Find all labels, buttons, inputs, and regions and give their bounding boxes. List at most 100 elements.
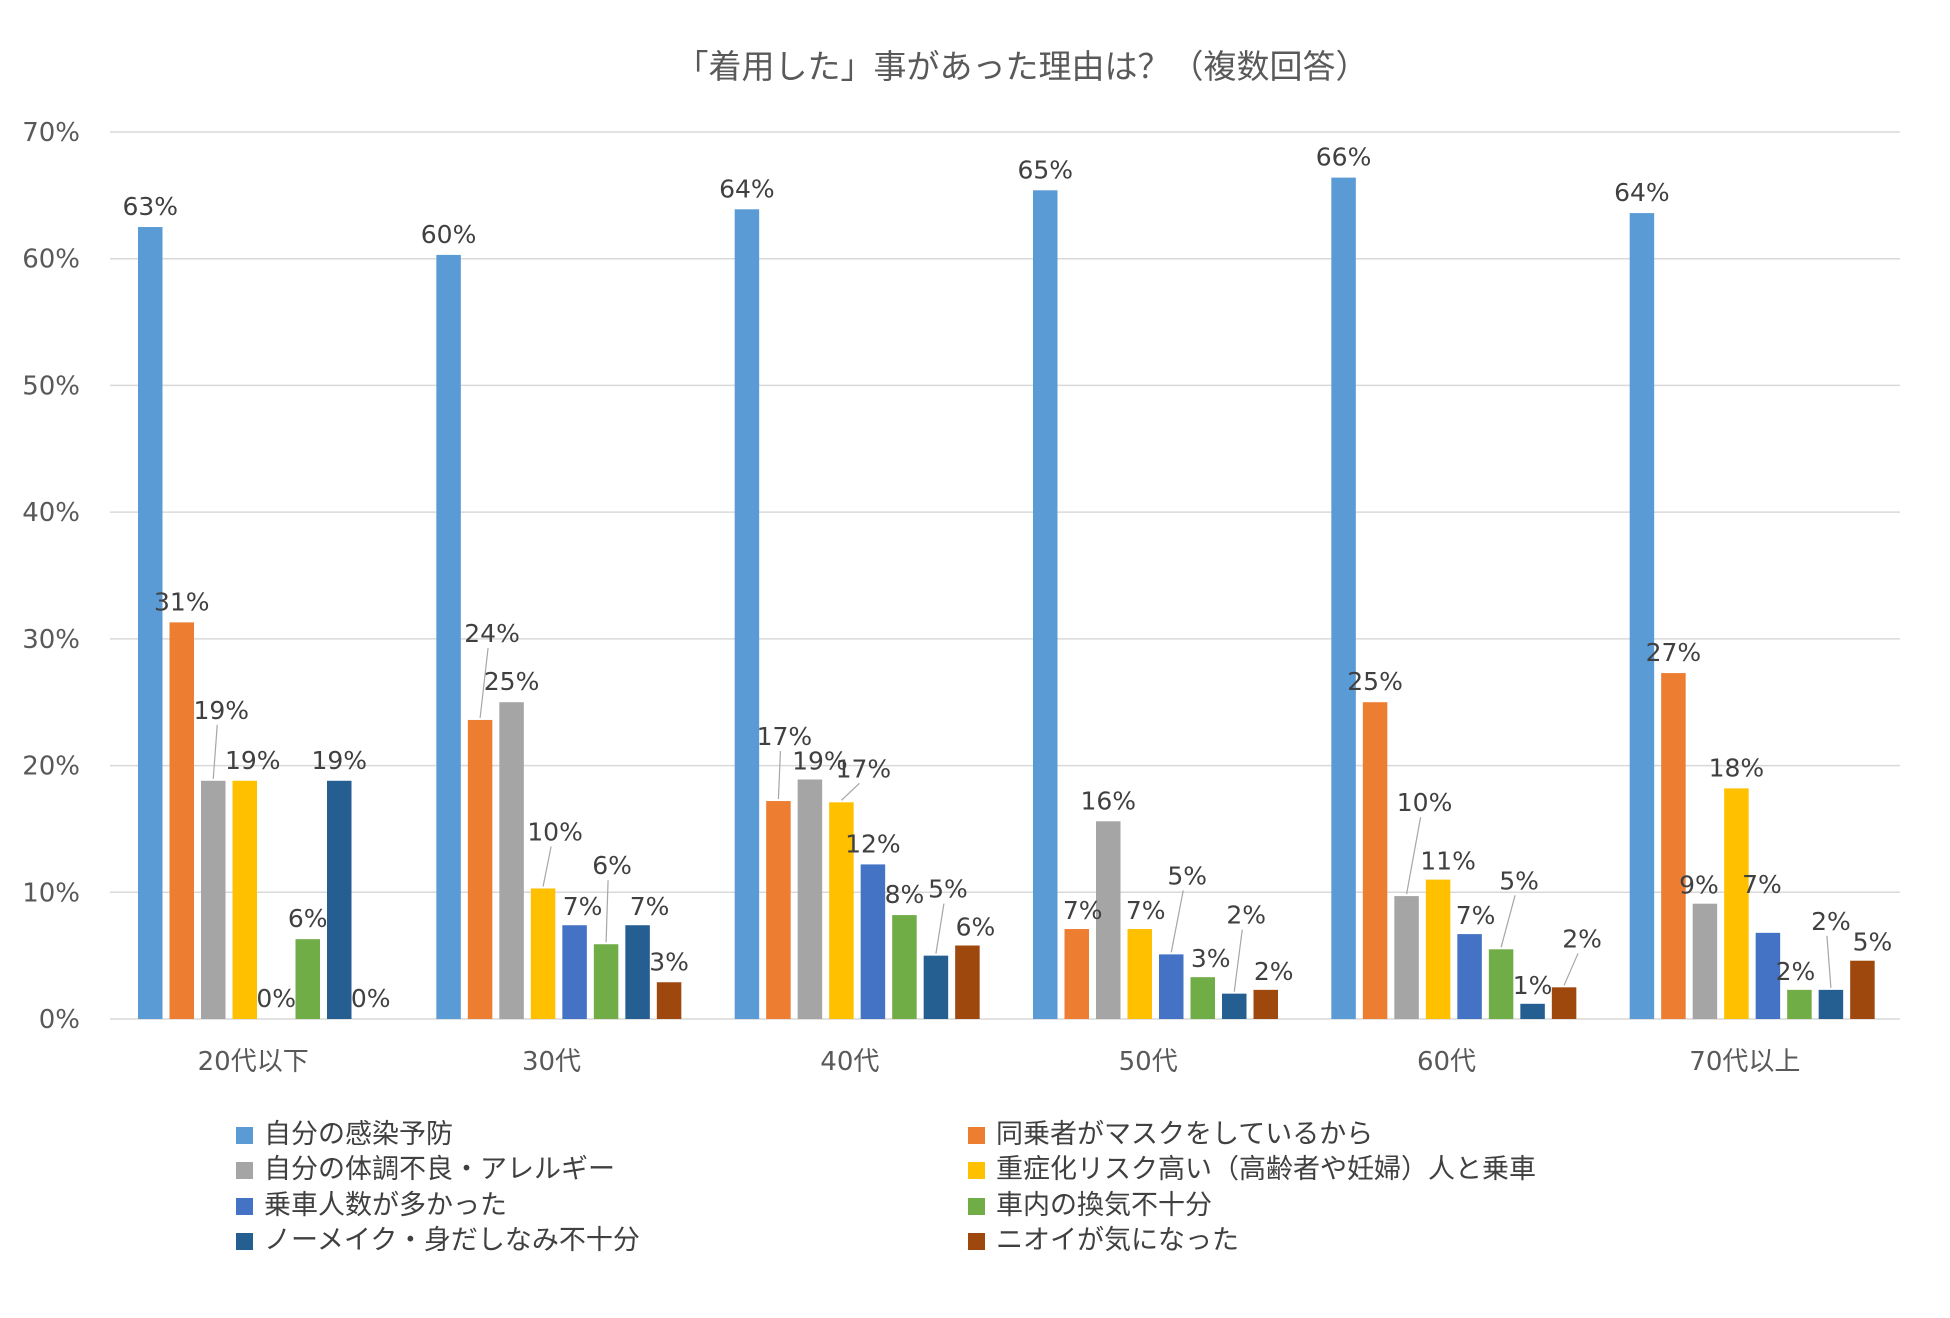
- bar: [1425, 879, 1451, 1019]
- x-category-label: 40代: [820, 1047, 879, 1077]
- bar: [1755, 932, 1781, 1019]
- bar: [1661, 673, 1686, 1019]
- bar: [625, 925, 650, 1019]
- data-label: 7%: [1742, 870, 1782, 899]
- legend-swatch: [968, 1198, 985, 1215]
- data-label: 63%: [122, 192, 178, 221]
- data-label: 7%: [563, 892, 603, 921]
- x-axis-categories: 20代以下 30代 40代 50代 60代 70代以上: [198, 1047, 1801, 1077]
- bar: [829, 802, 854, 1019]
- leader-line: [1563, 953, 1579, 986]
- bar: [467, 719, 493, 1019]
- bar: [169, 622, 194, 1019]
- data-label: 25%: [484, 667, 540, 696]
- bar: [562, 925, 587, 1019]
- x-category-label: 50代: [1119, 1047, 1178, 1077]
- data-label: 3%: [1191, 944, 1231, 973]
- legend-item: ニオイが気になった: [968, 1225, 1239, 1256]
- leader-line: [1405, 816, 1422, 895]
- bar: [923, 955, 949, 1019]
- data-label: 8%: [885, 880, 925, 909]
- data-label: 5%: [1853, 928, 1893, 957]
- x-category-label: 30代: [522, 1047, 581, 1077]
- bar: [1362, 702, 1388, 1019]
- x-category-label: 70代以上: [1689, 1047, 1800, 1077]
- bar: [1850, 960, 1875, 1019]
- bar: [436, 254, 461, 1020]
- data-label: 5%: [1167, 861, 1207, 890]
- bar: [1159, 954, 1184, 1019]
- x-category-label: 60代: [1417, 1047, 1476, 1077]
- data-label: 5%: [928, 875, 968, 904]
- data-label: 19%: [193, 696, 249, 725]
- bar: [797, 779, 823, 1019]
- bar: [530, 888, 556, 1019]
- data-label: 31%: [154, 587, 210, 616]
- y-tick-label: 0%: [39, 1005, 80, 1035]
- bar: [1331, 177, 1356, 1020]
- legend-item: 乗車人数が多かった: [236, 1190, 507, 1221]
- data-label: 66%: [1316, 143, 1372, 172]
- legend-label: 自分の感染予防: [264, 1119, 453, 1150]
- data-label: 25%: [1347, 667, 1403, 696]
- data-label: 0%: [256, 984, 296, 1013]
- data-label: 2%: [1811, 907, 1851, 936]
- leader-line: [841, 782, 860, 801]
- leader-line: [479, 647, 489, 719]
- bar: [201, 780, 226, 1019]
- data-label: 2%: [1776, 957, 1816, 986]
- leader-line: [1500, 895, 1516, 948]
- x-category-label: 20代以下: [198, 1047, 309, 1077]
- data-label: 6%: [288, 904, 328, 933]
- bar: [1692, 903, 1718, 1019]
- data-label: 7%: [1063, 896, 1103, 925]
- leader-line: [1826, 935, 1832, 988]
- bar: [1064, 929, 1089, 1019]
- leader-line: [605, 880, 609, 943]
- data-label: 18%: [1709, 753, 1765, 782]
- data-label: 19%: [225, 746, 281, 775]
- data-label: 12%: [845, 829, 901, 858]
- data-label: 24%: [464, 619, 520, 648]
- data-label: 3%: [649, 947, 689, 976]
- data-label: 27%: [1646, 638, 1702, 667]
- y-tick-label: 10%: [22, 878, 80, 908]
- legend-item: 自分の感染予防: [236, 1119, 453, 1150]
- bar: [1222, 993, 1247, 1019]
- label-leader-lines: [212, 647, 1832, 992]
- bar: [734, 209, 760, 1019]
- gridlines: [110, 131, 1900, 1020]
- data-label: 64%: [1614, 178, 1670, 207]
- bar: [1551, 987, 1577, 1019]
- bar: [1096, 821, 1121, 1019]
- legend-item: 重症化リスク高い（高齢者や妊婦）人と乗車: [968, 1154, 1536, 1185]
- legend-swatch: [236, 1198, 253, 1215]
- bar: [1724, 788, 1749, 1019]
- legend-label: 自分の体調不良・アレルギー: [264, 1154, 615, 1185]
- bar: [138, 227, 163, 1020]
- bar: [892, 915, 917, 1019]
- leader-line: [1233, 929, 1243, 992]
- legend-item: 車内の換気不十分: [968, 1190, 1212, 1221]
- y-tick-label: 50%: [22, 371, 80, 401]
- y-tick-label: 30%: [22, 625, 80, 655]
- data-label: 60%: [421, 220, 477, 249]
- legend-swatch: [236, 1162, 253, 1179]
- bar: [1253, 989, 1278, 1019]
- y-tick-label: 70%: [22, 118, 80, 148]
- legend-label: 乗車人数が多かった: [264, 1190, 507, 1221]
- bar: [1457, 934, 1482, 1019]
- bar: [955, 945, 980, 1019]
- data-label: 2%: [1226, 901, 1266, 930]
- data-label: 5%: [1499, 866, 1539, 895]
- data-label: 65%: [1017, 155, 1073, 184]
- bar: [1787, 989, 1812, 1019]
- data-label: 2%: [1562, 924, 1602, 953]
- bar: [499, 702, 524, 1019]
- data-label: 64%: [719, 174, 775, 203]
- data-labels: 63% 60% 64% 65% 66% 64% 31% 24% 17% 7% 25% 27% 19% 25…: [122, 143, 1892, 1013]
- bar: [1127, 929, 1152, 1019]
- bar: [327, 780, 352, 1019]
